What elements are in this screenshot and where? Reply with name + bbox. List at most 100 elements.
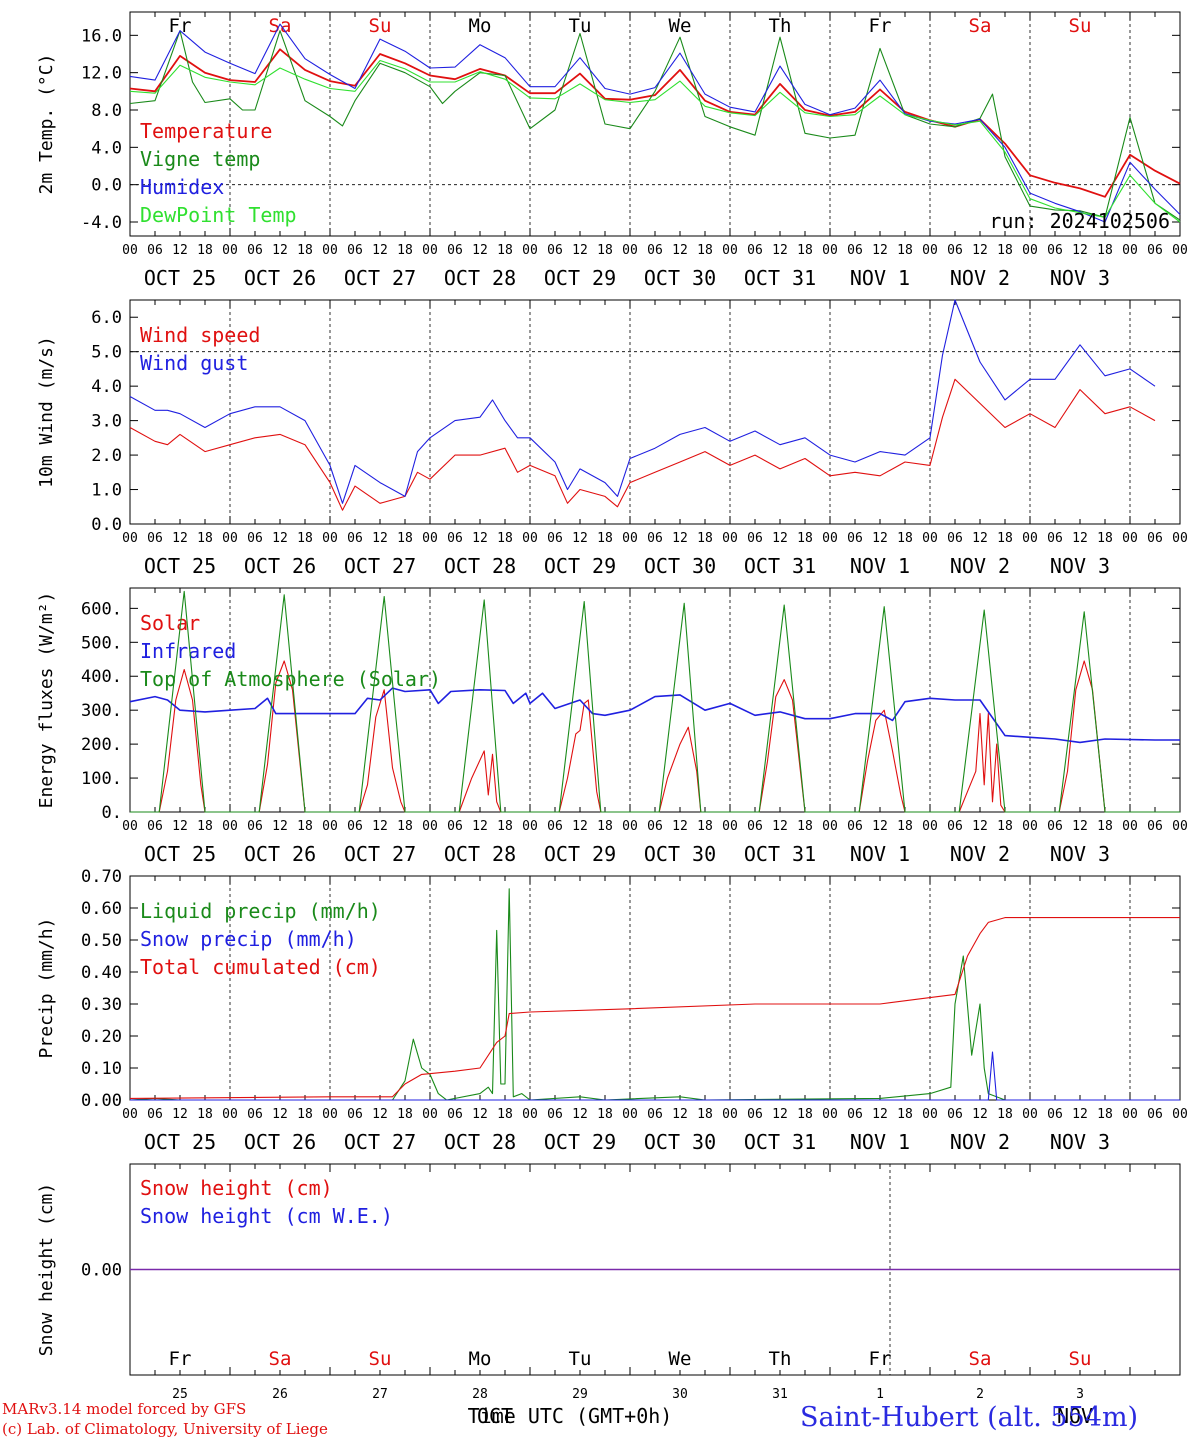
hour-tick-label: 12 [872,243,888,258]
hour-tick-label: 06 [547,243,563,258]
hour-tick-label: 12 [1072,531,1088,546]
hour-tick-label: 06 [147,243,163,258]
hour-tick-label: 06 [1147,819,1163,834]
lab-credit: (c) Lab. of Climatology, University of L… [2,1420,328,1438]
hour-tick-label: 06 [247,819,263,834]
legend-entry: Humidex [140,175,224,199]
series-1 [129,30,1181,221]
run-label: run: 2024102506 [989,209,1170,233]
hour-tick-label: 12 [272,243,288,258]
hour-tick-label: 18 [797,531,813,546]
hour-tick-label: 12 [372,819,388,834]
hour-tick-label: 12 [572,1107,588,1122]
legend-entry: Wind gust [140,351,248,375]
panel-1: -4.0 0.0 4.0 8.0 12.0 16.0 2m Temp. (°C) 00 06 12… [36,11,1188,290]
weekday-label: Sa [269,1348,292,1370]
date-label: NOV 2 [950,554,1010,578]
series-line [129,299,1156,504]
hour-tick-label: 12 [272,1107,288,1122]
hour-tick-label: 00 [722,531,738,546]
date-label: OCT 25 [144,1130,216,1154]
y-tick-label: 4.0 [91,377,122,397]
hour-tick-label: 00 [522,1107,538,1122]
weekday-label: Fr [869,15,892,37]
hour-tick-label: 18 [997,819,1013,834]
date-label: OCT 29 [544,1130,616,1154]
panel-5: 0.00 Snow height (cm) Snow height (cm) Snow… [36,1163,1181,1428]
hour-tick-label: 12 [472,1107,488,1122]
hour-tick-label: 12 [172,531,188,546]
hour-tick-label: 00 [1172,243,1188,258]
hour-tick-label: 00 [122,1107,138,1122]
hour-tick-label: 06 [847,531,863,546]
y-tick-label: 0.0 [91,176,122,196]
date-label: OCT 28 [444,842,516,866]
date-label: NOV 1 [850,266,910,290]
legend-entry: Snow height (cm W.E.) [140,1204,393,1228]
hour-tick-label: 06 [147,531,163,546]
date-label: NOV 2 [950,266,1010,290]
hour-tick-label: 12 [772,819,788,834]
hour-tick-label: 06 [547,819,563,834]
series-line [129,917,1180,1099]
y-tick-label: 600. [81,599,122,619]
legend-entry: Snow height (cm) [140,1176,333,1200]
date-label: OCT 30 [644,842,716,866]
hour-tick-label: 06 [747,1107,763,1122]
hour-tick-label: 18 [397,531,413,546]
date-label: NOV 3 [1050,554,1110,578]
series-line [129,30,1181,221]
hour-tick-label: 18 [597,819,613,834]
hour-tick-label: 12 [172,819,188,834]
hour-tick-label: 00 [222,1107,238,1122]
date-label: NOV 1 [850,1130,910,1154]
panel-2: 0.0 1.0 2.0 3.0 4.0 5.0 6.0 10m Wind (m/s) 00 06 1… [36,299,1188,578]
series-1 [129,687,1180,744]
hour-tick-label: 06 [947,1107,963,1122]
hour-tick-label: 18 [797,1107,813,1122]
hour-tick-label: 12 [872,531,888,546]
date-label: OCT 27 [344,266,416,290]
hour-tick-label: 12 [772,1107,788,1122]
y-tick-label: 3.0 [91,412,122,432]
hour-tick-label: 00 [1172,1107,1188,1122]
weekday-label: Su [369,15,392,37]
date-label: NOV 3 [1050,266,1110,290]
hour-tick-label: 18 [397,819,413,834]
date-label: OCT 26 [244,842,316,866]
hour-tick-label: 00 [422,1107,438,1122]
hour-tick-label: 00 [222,819,238,834]
weekday-label: Su [369,1348,392,1370]
hour-tick-label: 00 [822,1107,838,1122]
hour-tick-label: 00 [222,531,238,546]
date-label: NOV 3 [1050,842,1110,866]
y-tick-label: 400. [81,667,122,687]
weekday-label: Sa [969,15,992,37]
hour-tick-label: 00 [622,243,638,258]
y-tick-label: 2.0 [91,446,122,466]
date-label: OCT 31 [744,842,816,866]
hour-tick-label: 00 [922,531,938,546]
hour-tick-label: 06 [247,1107,263,1122]
station-title: Saint-Hubert (alt. 554m) [800,1402,1139,1433]
y-tick-label: 6.0 [91,308,122,328]
day-number-label: 27 [372,1387,388,1402]
series-0 [129,888,1180,1101]
hour-tick-label: 18 [997,1107,1013,1122]
hour-tick-label: 12 [1072,1107,1088,1122]
hour-tick-label: 00 [622,819,638,834]
series-line [129,23,1181,223]
hour-tick-label: 18 [297,243,313,258]
hour-tick-label: 06 [847,1107,863,1122]
hour-tick-label: 06 [147,819,163,834]
hour-tick-label: 12 [572,243,588,258]
hour-tick-label: 00 [622,1107,638,1122]
weekday-label: We [669,1348,692,1370]
hour-tick-label: 06 [547,1107,563,1122]
plot-frame [129,587,1181,813]
panel-3: 0. 100. 200. 300. 400. 500. 600. Energy fluxes … [36,587,1188,866]
y-tick-label: 8.0 [91,101,122,121]
hour-tick-label: 00 [922,819,938,834]
series-1 [129,299,1156,504]
hour-tick-label: 12 [372,1107,388,1122]
